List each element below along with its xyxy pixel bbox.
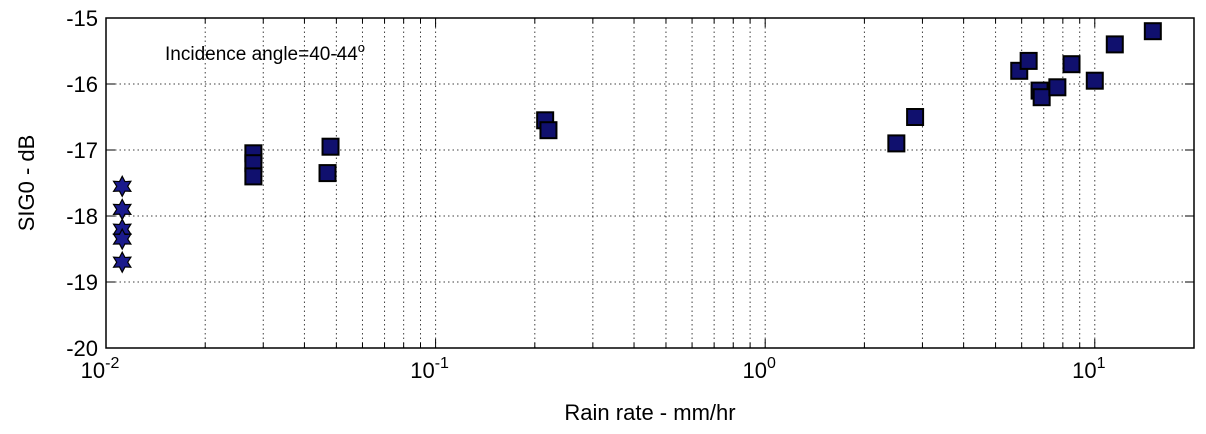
x-tick-label: 100 [742, 355, 775, 383]
y-axis-label: SIG0 - dB [14, 135, 39, 232]
square-marker [1085, 71, 1104, 90]
x-axis-label: Rain rate - mm/hr [564, 400, 735, 425]
x-tick-label: 10-1 [410, 355, 449, 383]
y-tick-label: -20 [66, 336, 98, 361]
y-tick-label: -16 [66, 72, 98, 97]
y-tick-label: -19 [66, 270, 98, 295]
square-marker [318, 164, 337, 183]
data-points [112, 22, 1162, 274]
y-tick-label: -17 [66, 138, 98, 163]
square-marker [1062, 55, 1081, 74]
hexagram-marker [112, 175, 132, 198]
square-marker [887, 134, 906, 153]
axis-ticks: -20 -19 -18 -17 -16 -15 10-2 10-1 100 101 [66, 6, 1195, 383]
plot-area [105, 17, 1195, 349]
hexagram-marker [112, 227, 132, 251]
square-marker [1105, 35, 1124, 54]
square-marker [1032, 88, 1051, 107]
square-marker [1019, 51, 1038, 70]
y-tick-label: -15 [66, 6, 98, 31]
square-marker [1143, 22, 1162, 41]
x-tick-label: 10-2 [81, 355, 120, 383]
square-marker [244, 167, 263, 186]
incidence-angle-annotation: Incidence angle=40-44o [165, 40, 365, 65]
hexagram-marker [112, 250, 132, 274]
square-marker [906, 108, 925, 126]
square-marker [321, 137, 340, 156]
x-tick-label: 101 [1072, 355, 1105, 383]
y-tick-label: -18 [66, 204, 98, 229]
square-marker [1048, 78, 1067, 97]
square-marker [539, 121, 558, 140]
